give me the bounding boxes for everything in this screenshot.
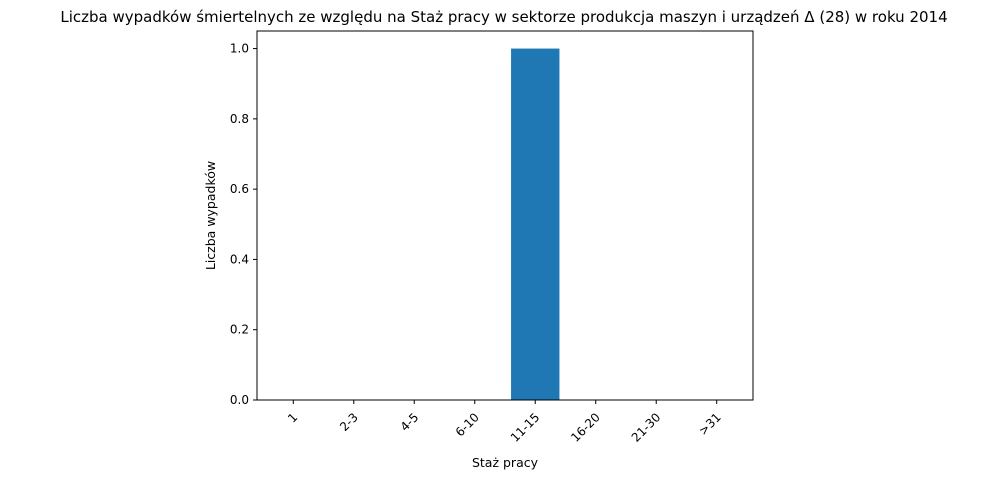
chart-title: Liczba wypadków śmiertelnych ze względu …: [60, 8, 947, 26]
x-tick-label: 16-20: [568, 410, 603, 445]
x-tick-label: 11-15: [508, 410, 543, 445]
x-axis-ticks: 1 2-3 4-5 6-10 11-15 16-20 21-30 >31: [285, 400, 724, 445]
plot-area-frame: [256, 30, 754, 401]
y-axis-ticks: 0.0 0.2 0.4 0.6 0.8 1.0: [230, 42, 257, 407]
x-axis-label: Staż pracy: [472, 455, 539, 470]
y-tick-label: 0.8: [230, 112, 249, 126]
y-axis-label: Liczba wypadków: [203, 161, 218, 270]
x-tick-label: 4-5: [398, 410, 422, 434]
x-tick-label: 1: [285, 410, 300, 425]
x-tick-label: 6-10: [453, 410, 482, 439]
bars-group: [511, 48, 560, 400]
y-tick-label: 0.4: [230, 252, 249, 266]
x-tick-label: >31: [696, 410, 724, 438]
y-tick-label: 1.0: [230, 42, 249, 56]
bar-11-15: [511, 48, 560, 400]
x-tick-label: 21-30: [629, 410, 664, 445]
y-tick-label: 0.2: [230, 323, 249, 337]
x-tick-label: 2-3: [337, 410, 361, 434]
y-tick-label: 0.0: [230, 393, 249, 407]
y-tick-label: 0.6: [230, 182, 249, 196]
